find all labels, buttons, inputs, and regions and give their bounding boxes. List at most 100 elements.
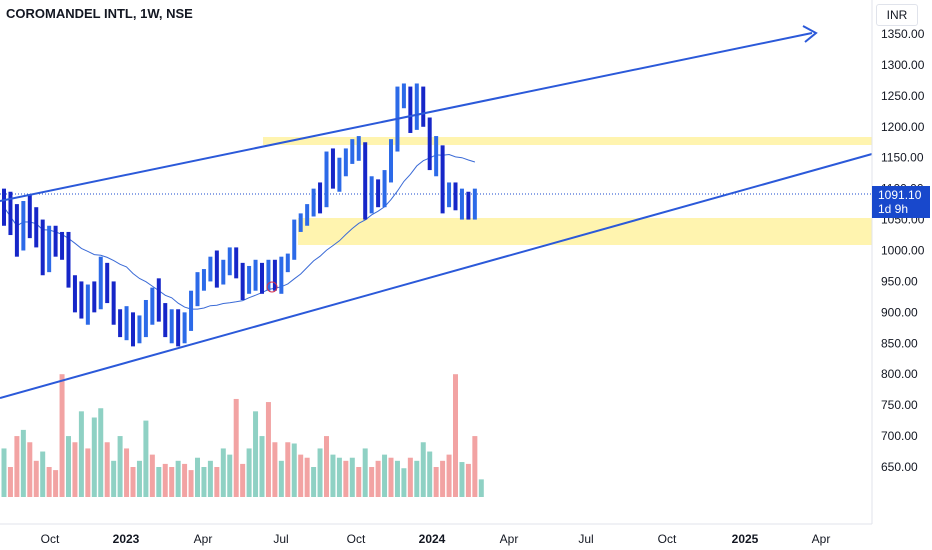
price-bar (318, 182, 323, 214)
volume-bar (453, 374, 458, 497)
price-bar (201, 269, 206, 291)
volume-bar (66, 436, 71, 497)
price-bar (163, 303, 168, 338)
price-bar (118, 309, 123, 338)
support-zone (298, 218, 872, 245)
price-bar (356, 136, 361, 161)
volume-bar (143, 420, 149, 497)
volume-bar (420, 442, 426, 497)
price-bar (124, 306, 129, 341)
volume-bar (117, 436, 123, 497)
volume-bar (394, 460, 400, 497)
price-tick-label: 1350.00 (881, 27, 925, 41)
price-bar (182, 312, 187, 344)
price-bar (8, 191, 13, 236)
volume-bar (33, 460, 39, 497)
last-price-tag: 1091.10 1d 9h (872, 186, 930, 218)
price-bar (369, 176, 374, 214)
time-tick-label: Apr (500, 532, 519, 546)
volume-bar (278, 460, 284, 497)
price-bar (311, 188, 316, 217)
price-tick-label: 1200.00 (881, 120, 925, 134)
currency-button[interactable]: INR (876, 4, 918, 26)
price-bar (240, 262, 245, 300)
price-tick-label: 800.00 (881, 367, 918, 381)
time-axis[interactable]: Oct 2023 Apr Jul Oct 2024 Apr Jul Oct 2025 Apr (41, 532, 831, 546)
volume-bar (27, 442, 33, 497)
volume-bar (46, 467, 52, 497)
price-bar (324, 151, 329, 208)
price-tick-label: 700.00 (881, 429, 918, 443)
resistance-zone (263, 137, 872, 145)
price-bar (195, 272, 200, 307)
price-bar (79, 281, 84, 319)
volume-bars (1, 374, 484, 497)
price-bar (389, 139, 393, 183)
price-bar (150, 287, 155, 325)
volume-bar (175, 460, 181, 497)
price-tick-label: 950.00 (881, 274, 918, 288)
price-axis[interactable]: 1350.001300.001250.001200.001150.001100.… (881, 27, 925, 474)
price-bar (350, 139, 355, 164)
price-bar (21, 201, 26, 251)
price-tick-label: 650.00 (881, 460, 918, 474)
volume-bar (285, 442, 291, 497)
price-tick-label: 850.00 (881, 336, 918, 350)
volume-bar (53, 470, 59, 497)
price-bar (440, 145, 445, 214)
price-bar (459, 188, 464, 220)
price-bar (434, 136, 439, 177)
volume-bar (427, 451, 433, 497)
channel-lower-line[interactable] (0, 153, 873, 399)
price-bar (247, 265, 252, 294)
volume-bar (291, 443, 297, 497)
volume-bar (91, 417, 97, 497)
volume-bar (440, 460, 446, 497)
price-bar (414, 83, 419, 130)
volume-bar (130, 467, 136, 497)
price-bar (266, 259, 271, 291)
time-tick-label: Apr (812, 532, 831, 546)
price-bar (14, 204, 19, 257)
volume-bar (72, 442, 78, 497)
channel-upper-line[interactable] (0, 32, 813, 202)
time-tick-label: 2023 (113, 532, 140, 546)
time-tick-label: Oct (658, 532, 677, 546)
time-tick-label: Oct (41, 532, 60, 546)
price-bar (343, 148, 348, 177)
volume-bar (304, 457, 310, 497)
price-bar (60, 231, 65, 260)
volume-bar (433, 467, 439, 497)
price-bar (92, 281, 97, 313)
price-bar (401, 83, 406, 109)
price-bar (208, 256, 213, 282)
volume-bar (207, 460, 213, 497)
volume-bar (465, 463, 471, 497)
volume-bar (311, 467, 317, 497)
price-bar (27, 194, 32, 239)
time-tick-label: 2024 (419, 532, 446, 546)
price-bar (453, 182, 458, 211)
moving-average-line (3, 153, 476, 310)
volume-bar (349, 457, 355, 497)
price-bar (466, 191, 471, 220)
price-bar (279, 256, 284, 294)
price-bar (47, 225, 52, 273)
price-tick-label: 1250.00 (881, 89, 925, 103)
volume-bar (169, 467, 175, 497)
volume-bar (459, 462, 465, 497)
price-bar (305, 204, 310, 226)
volume-bar (375, 460, 381, 497)
volume-bar (233, 398, 239, 497)
price-bar (66, 231, 71, 288)
price-tick-label: 1150.00 (881, 151, 924, 165)
event-marker-icon (266, 281, 278, 293)
price-tick-label: 750.00 (881, 398, 918, 412)
price-bar (40, 219, 45, 276)
volume-bar (78, 411, 84, 497)
price-tick-label: 1000.00 (881, 244, 925, 258)
volume-bar (446, 454, 452, 497)
volume-bar (388, 457, 394, 497)
price-bar (285, 253, 290, 273)
